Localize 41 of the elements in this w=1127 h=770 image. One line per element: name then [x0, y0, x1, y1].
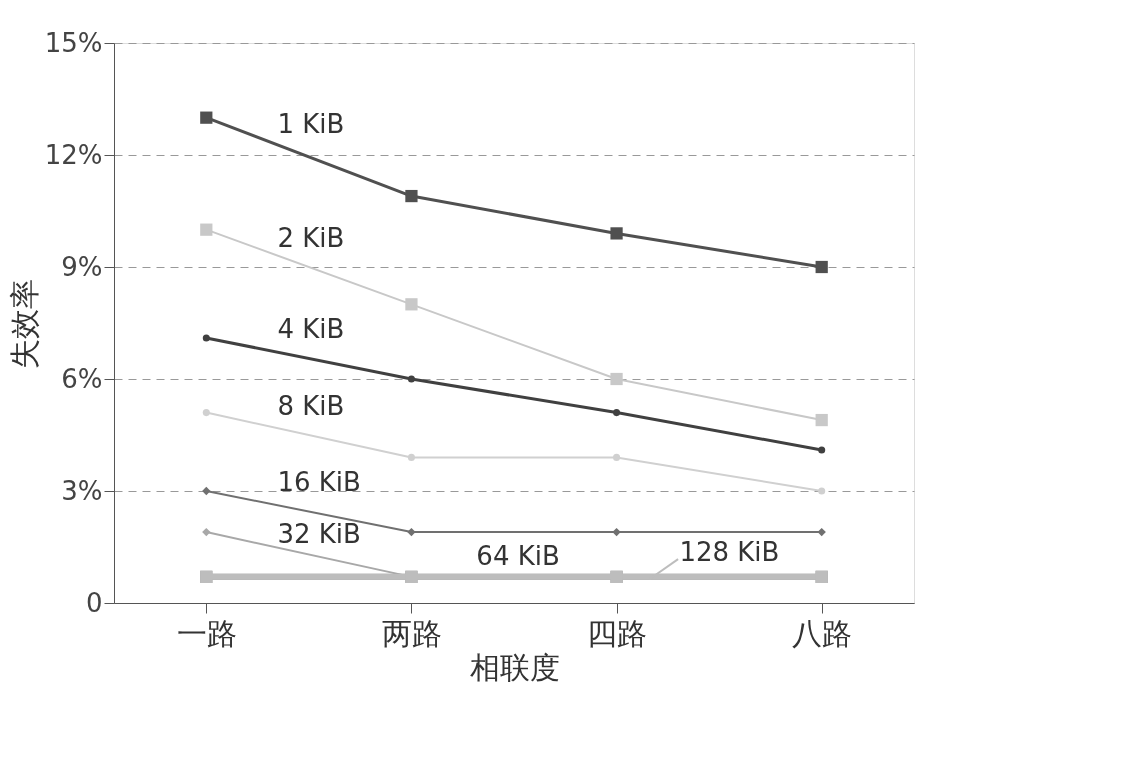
point — [818, 487, 826, 495]
x-axis-title: 相联度 — [469, 649, 560, 685]
point — [815, 413, 828, 427]
series-label: 8 KiB — [277, 391, 345, 422]
point — [407, 527, 416, 537]
y-tick-label: 0 — [85, 587, 103, 618]
point — [612, 527, 621, 537]
point — [202, 409, 210, 417]
y-tick-label: 15% — [44, 27, 103, 58]
series-label: 4 KiB — [277, 313, 345, 344]
point — [818, 446, 826, 454]
series-label: 2 KiB — [277, 222, 345, 253]
point — [613, 453, 621, 461]
series-label: 64 KiB — [476, 540, 560, 571]
x-tick-label: 四路 — [587, 615, 648, 651]
y-axis-title: 失效率 — [6, 278, 42, 369]
point — [815, 260, 828, 274]
legend-label: 128 KiB — [679, 537, 780, 568]
point — [200, 223, 213, 236]
point — [202, 527, 211, 537]
y-tick-label: 12% — [44, 139, 103, 170]
point — [200, 111, 213, 124]
point — [610, 372, 623, 386]
y-tick-label: 6% — [61, 363, 103, 394]
point — [817, 527, 826, 537]
series-label: 16 KiB — [277, 466, 361, 497]
point — [407, 375, 415, 383]
x-tick-label: 八路 — [792, 615, 853, 651]
point — [610, 227, 623, 240]
series-label: 32 KiB — [277, 518, 361, 549]
y-tick-label: 9% — [61, 251, 103, 282]
point — [405, 189, 418, 203]
x-tick-label: 一路 — [176, 615, 237, 651]
point — [202, 334, 210, 342]
y-tick-label: 3% — [61, 475, 103, 506]
series-label: 1 KiB — [277, 108, 345, 139]
point — [613, 409, 621, 417]
x-tick-label: 两路 — [381, 615, 442, 651]
point — [202, 486, 211, 496]
point — [407, 453, 415, 461]
point — [405, 298, 418, 311]
